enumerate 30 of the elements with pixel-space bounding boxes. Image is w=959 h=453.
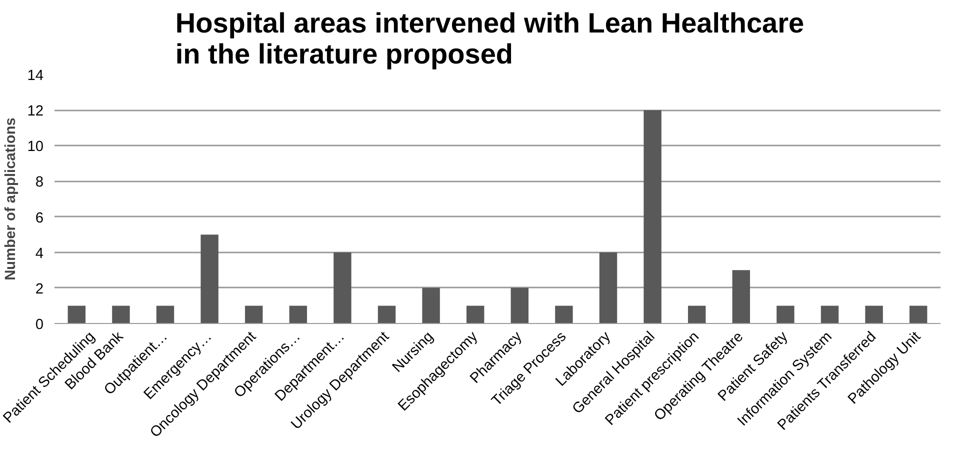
y-tick-label: 14 [27, 68, 44, 84]
bar [820, 306, 839, 324]
bar [599, 252, 618, 324]
y-tick-label: 0 [35, 317, 44, 333]
chart-title: Hospital areas intervened with Lean Healthcare in the literature proposed [175, 8, 804, 70]
bar [555, 306, 573, 324]
bar [156, 306, 174, 324]
y-tick-label: 2 [35, 281, 44, 298]
bar [289, 306, 308, 324]
y-tick-label: 6 [35, 210, 44, 226]
bar [466, 306, 484, 324]
bar [334, 252, 352, 324]
bar [68, 306, 86, 324]
y-tick-label: 12 [27, 104, 44, 120]
y-tick-label: 10 [27, 139, 44, 156]
bar [510, 288, 529, 324]
bar [200, 234, 218, 324]
bar [422, 288, 440, 324]
bar [244, 306, 263, 324]
bar [112, 306, 130, 324]
bar [688, 306, 706, 324]
bar [909, 306, 928, 324]
bar [776, 306, 794, 324]
y-tick-label: 4 [35, 246, 44, 262]
y-tick-label: 8 [35, 174, 44, 191]
bar [644, 110, 662, 324]
bar [732, 270, 750, 324]
bar [378, 306, 396, 324]
bar [865, 306, 883, 324]
y-axis-title: Number of applications [3, 118, 20, 280]
